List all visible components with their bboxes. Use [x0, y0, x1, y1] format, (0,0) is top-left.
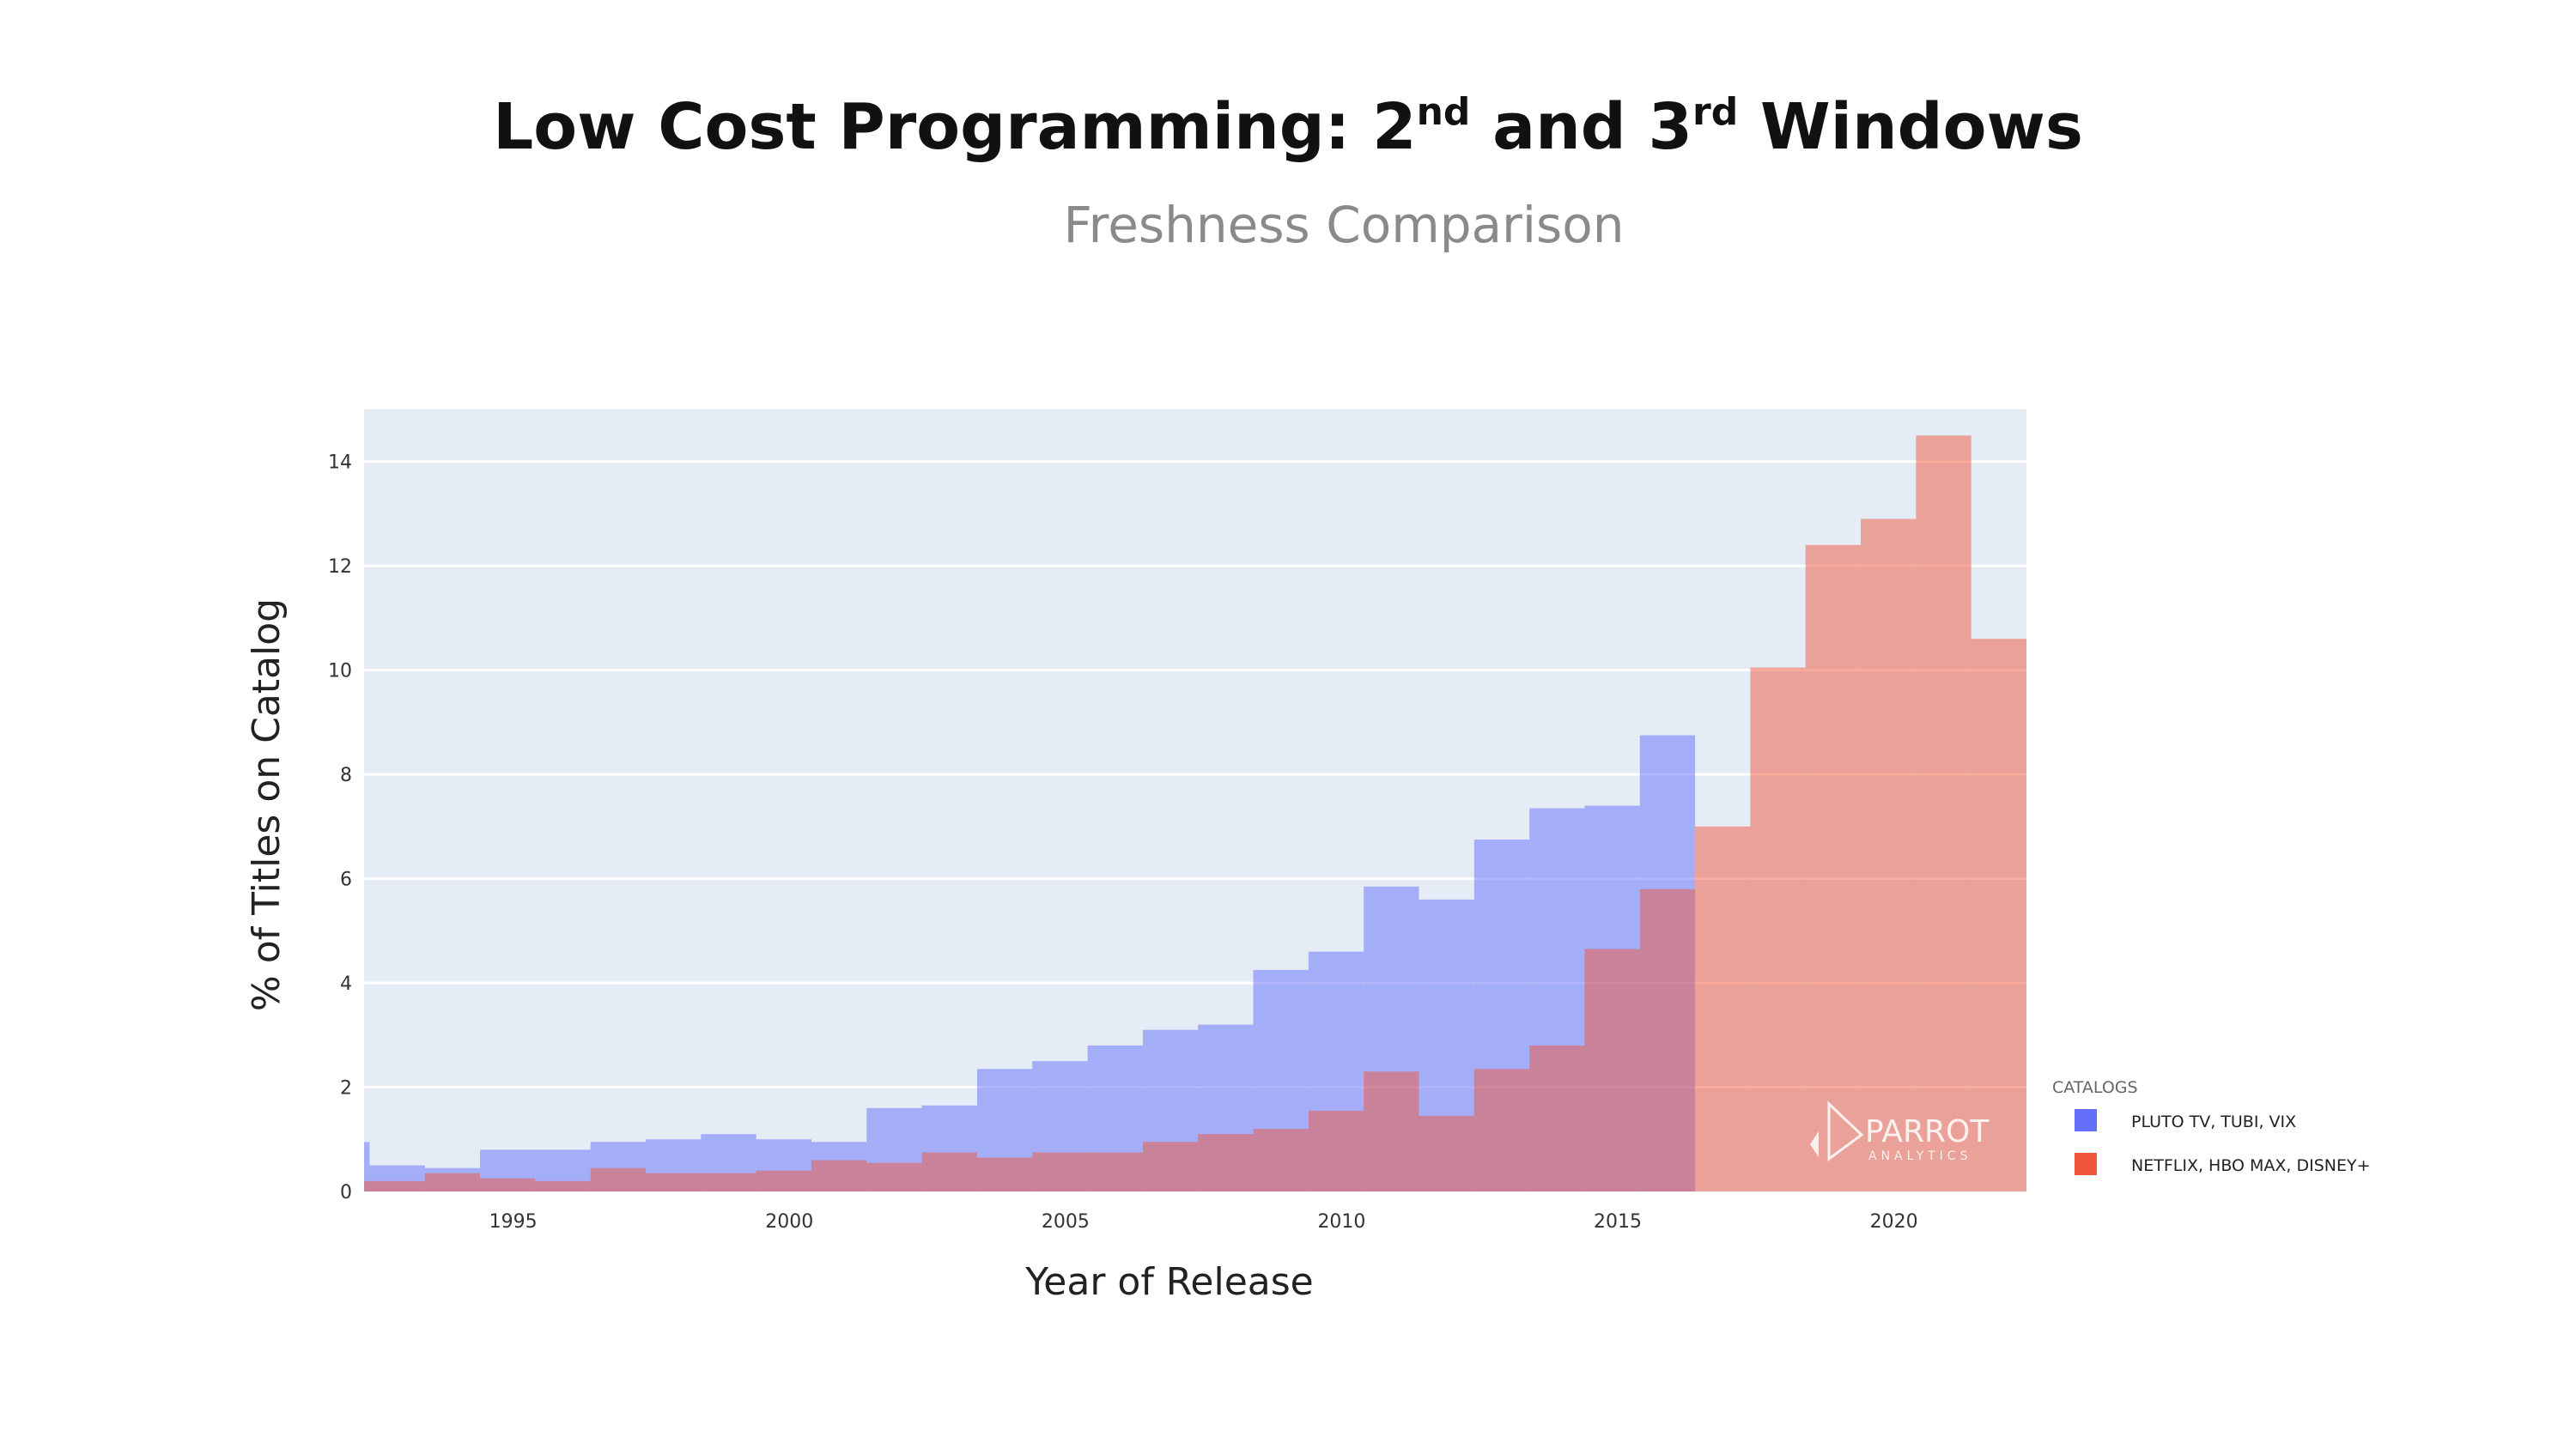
- title-end: Windows: [1738, 90, 2083, 164]
- netflix-bar: [364, 1180, 370, 1191]
- netflix-bar: [480, 1178, 536, 1191]
- netflix-bar: [921, 1152, 977, 1191]
- netflix-bar: [701, 1173, 756, 1191]
- netflix-bar: [1253, 1129, 1309, 1191]
- netflix-bar: [976, 1157, 1033, 1191]
- logo-chevron-left-icon: [1810, 1131, 1819, 1157]
- netflix-bar: [1750, 667, 1806, 1191]
- title-superscript-rd: rd: [1692, 90, 1739, 134]
- series-netflix-bars: [364, 435, 2026, 1191]
- x-axis-label: Year of Release: [1024, 1260, 1313, 1304]
- legend-label-pluto: PLUTO TV, TUBI, VIX: [2131, 1113, 2296, 1131]
- netflix-bar: [1971, 639, 2026, 1191]
- x-tick-label: 2015: [1594, 1211, 1642, 1233]
- netflix-bar: [535, 1180, 591, 1191]
- x-tick-label: 2010: [1317, 1211, 1365, 1233]
- y-tick-label: 2: [340, 1078, 352, 1100]
- netflix-bar: [1419, 1115, 1474, 1191]
- netflix-bar: [1142, 1142, 1199, 1191]
- logo-arrow-icon: [1827, 1100, 1864, 1161]
- netflix-bar: [646, 1173, 702, 1191]
- y-tick-label: 4: [340, 973, 352, 995]
- x-tick-label: 1995: [489, 1211, 538, 1233]
- netflix-bar: [1695, 826, 1751, 1191]
- x-tick-label: 2000: [765, 1211, 813, 1233]
- x-axis-ticks: 1995 2000 2005 2010 2015 2020: [489, 1211, 1918, 1233]
- x-tick-label: 2005: [1042, 1211, 1090, 1233]
- chart-subtitle: Freshness Comparison: [1063, 196, 1625, 254]
- y-tick-label: 8: [340, 765, 352, 786]
- y-tick-label: 0: [340, 1182, 352, 1203]
- title-middle: and 3: [1470, 90, 1693, 164]
- legend-title: CATALOGS: [2052, 1078, 2138, 1097]
- netflix-bar: [1805, 544, 1862, 1191]
- netflix-bar: [1861, 518, 1917, 1191]
- netflix-bar: [1584, 949, 1640, 1191]
- title-main: Low Cost Programming: 2: [493, 90, 1417, 164]
- logo-tagline: ANALYTICS: [1868, 1149, 1971, 1163]
- netflix-bar: [1529, 1045, 1585, 1191]
- netflix-bar: [1916, 435, 1971, 1191]
- x-tick-label: 2020: [1870, 1211, 1918, 1233]
- y-axis-ticks: 0 2 4 6 8 10 12 14: [328, 452, 352, 1203]
- netflix-bar: [369, 1180, 425, 1191]
- legend-swatch-pluto: [2075, 1109, 2097, 1131]
- logo-brand: PARROT: [1865, 1114, 1990, 1149]
- y-tick-label: 14: [328, 452, 352, 474]
- y-tick-label: 12: [328, 556, 352, 578]
- netflix-bar: [1639, 888, 1696, 1191]
- netflix-bar: [1364, 1071, 1419, 1191]
- y-tick-label: 10: [328, 661, 352, 682]
- netflix-bar: [1032, 1152, 1088, 1191]
- netflix-bar: [1198, 1134, 1254, 1191]
- legend-swatch-netflix: [2075, 1153, 2097, 1175]
- y-tick-label: 6: [340, 870, 352, 891]
- parrot-analytics-logo: PARROT ANALYTICS: [1810, 1100, 1990, 1163]
- netflix-bar: [1473, 1069, 1530, 1191]
- netflix-bar: [756, 1170, 811, 1191]
- y-axis-label: % of Titles on Catalog: [245, 598, 289, 1011]
- netflix-bar: [424, 1173, 481, 1191]
- netflix-bar: [1308, 1110, 1364, 1191]
- chart-title: Low Cost Programming: 2nd and 3rd Window…: [0, 90, 2576, 164]
- netflix-bar: [1087, 1152, 1143, 1191]
- legend-label-netflix: NETFLIX, HBO MAX, DISNEY+: [2131, 1156, 2371, 1175]
- legend: CATALOGS PLUTO TV, TUBI, VIX NETFLIX, HB…: [2052, 1078, 2371, 1175]
- title-superscript-nd: nd: [1416, 90, 1471, 134]
- netflix-bar: [590, 1167, 647, 1191]
- pluto-bar: [364, 1142, 370, 1191]
- netflix-bar: [866, 1162, 922, 1191]
- netflix-bar: [811, 1160, 867, 1191]
